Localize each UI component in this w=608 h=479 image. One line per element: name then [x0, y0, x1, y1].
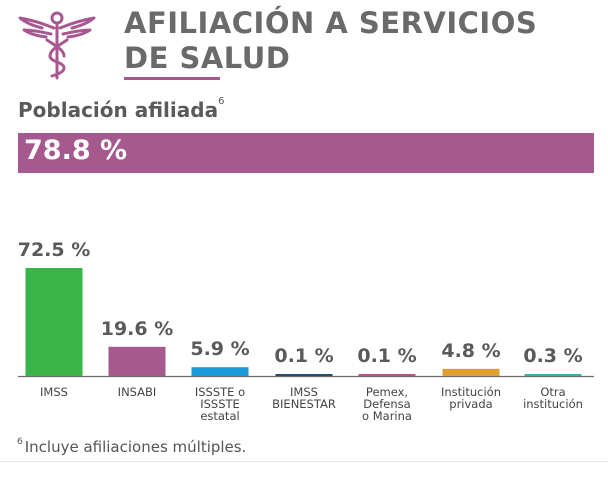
category-label-3-1: BIENESTAR [272, 397, 336, 411]
category-label-3-0: IMSS [290, 385, 318, 399]
footnote-mark: 6 [17, 437, 23, 447]
value-label-0: 72.5 % [18, 239, 91, 261]
bar-0 [25, 268, 83, 376]
category-label-2-2: estatal [200, 409, 239, 423]
category-label-6-1: institución [523, 397, 583, 411]
bar-6 [524, 374, 582, 376]
category-label-4-0: Pemex, [366, 385, 408, 399]
category-label-1-0: INSABI [118, 385, 157, 399]
value-label-1: 19.6 % [101, 318, 174, 340]
value-label-6: 0.3 % [523, 345, 582, 367]
category-label-2-0: ISSSTE o [195, 385, 245, 399]
subtitle: Población afiliada6 [18, 96, 225, 122]
footnote-text: Incluye afiliaciones múltiples. [24, 438, 247, 456]
bar-5 [442, 368, 500, 376]
bar-2 [191, 367, 249, 376]
value-label-5: 4.8 % [441, 340, 500, 362]
value-label-4: 0.1 % [357, 345, 416, 367]
bar-3 [275, 374, 333, 376]
subtitle-text: Población afiliada [18, 98, 219, 122]
total-percent-value: 78.8 % [24, 135, 128, 166]
category-label-0-0: IMSS [40, 385, 68, 399]
category-label-2-1: ISSSTE [200, 397, 240, 411]
bottom-divider [0, 461, 608, 462]
total-percent-bar: 78.8 % [18, 133, 594, 173]
category-label-6-0: Otra [540, 385, 565, 399]
category-label-5-0: Institución [441, 385, 501, 399]
page-title-line-2: DE SALUD [124, 41, 291, 75]
value-label-3: 0.1 % [274, 345, 333, 367]
footnote: 6 Incluye afiliaciones múltiples. [17, 437, 247, 456]
page-title-line-1: AFILIACIÓN A SERVICIOS [124, 6, 538, 40]
bar-4 [358, 374, 416, 376]
bar-1 [108, 346, 166, 376]
caduceus-icon [18, 11, 96, 80]
category-label-4-1: Defensa [363, 397, 410, 411]
subtitle-footnote-mark: 6 [218, 96, 225, 107]
title-underline [124, 77, 220, 80]
value-label-2: 5.9 % [190, 338, 249, 360]
category-label-4-2: o Marina [362, 409, 412, 423]
category-label-5-1: privada [449, 397, 492, 411]
